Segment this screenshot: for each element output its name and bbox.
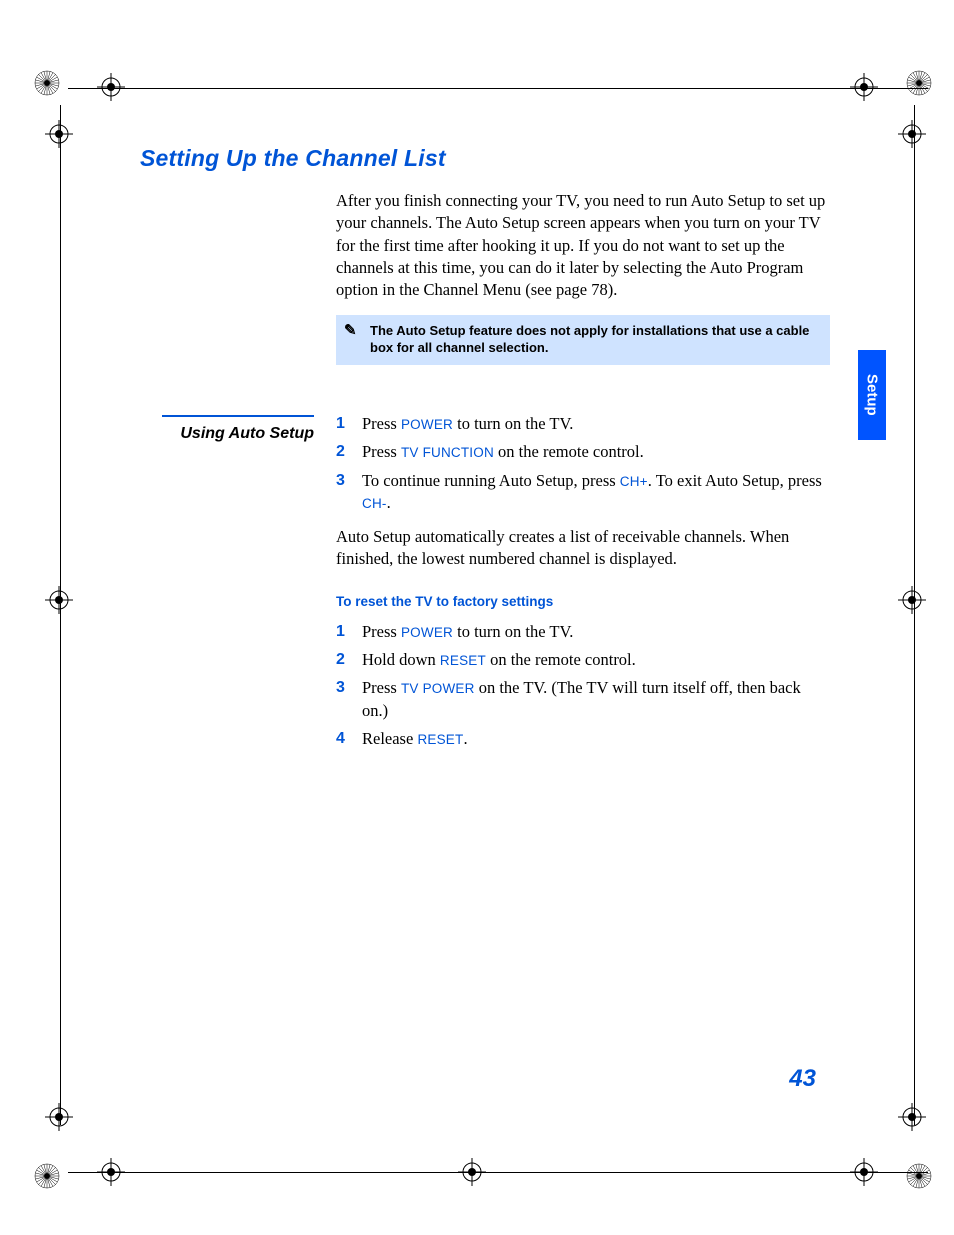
page-number: 43 bbox=[789, 1065, 816, 1093]
crop-line bbox=[68, 1172, 928, 1173]
key-label: POWER bbox=[401, 625, 453, 640]
step-text: Press TV FUNCTION on the remote control. bbox=[362, 441, 830, 463]
step-text: Release RESET. bbox=[362, 728, 830, 750]
step-item: 3To continue running Auto Setup, press C… bbox=[336, 470, 830, 515]
intro-paragraph: After you finish connecting your TV, you… bbox=[336, 190, 830, 301]
step-number: 2 bbox=[336, 649, 362, 671]
key-label: RESET bbox=[417, 732, 463, 747]
section-using-auto-setup: Using Auto Setup 1Press POWER to turn on… bbox=[140, 413, 830, 762]
subhead-reset: To reset the TV to factory settings bbox=[336, 593, 830, 611]
crop-line bbox=[60, 105, 61, 615]
step-text: Press POWER to turn on the TV. bbox=[362, 621, 830, 643]
note-box: ✎ The Auto Setup feature does not apply … bbox=[336, 315, 830, 365]
step-number: 1 bbox=[336, 621, 362, 643]
step-text: To continue running Auto Setup, press CH… bbox=[362, 470, 830, 515]
registration-cross-icon bbox=[45, 586, 73, 614]
step-number: 1 bbox=[336, 413, 362, 435]
registration-cross-icon bbox=[45, 1103, 73, 1131]
step-number: 3 bbox=[336, 470, 362, 515]
step-item: 2Press TV FUNCTION on the remote control… bbox=[336, 441, 830, 463]
steps-reset: 1Press POWER to turn on the TV.2Hold dow… bbox=[336, 621, 830, 750]
section-rule bbox=[162, 415, 314, 417]
step-number: 2 bbox=[336, 441, 362, 463]
registration-cross-icon bbox=[45, 120, 73, 148]
registration-cross-icon bbox=[898, 586, 926, 614]
side-tab-label: Setup bbox=[864, 374, 881, 416]
step-number: 4 bbox=[336, 728, 362, 750]
note-icon: ✎ bbox=[344, 321, 357, 341]
key-label: TV FUNCTION bbox=[401, 445, 494, 460]
side-tab-setup: Setup bbox=[858, 350, 886, 440]
crop-line bbox=[68, 88, 928, 89]
registration-rosette-icon bbox=[33, 1162, 61, 1190]
key-label: CH+ bbox=[620, 474, 648, 489]
section-label: Using Auto Setup bbox=[140, 413, 336, 762]
step-item: 1Press POWER to turn on the TV. bbox=[336, 413, 830, 435]
crop-line bbox=[914, 615, 915, 1125]
key-label: CH- bbox=[362, 496, 387, 511]
step-text: Press TV POWER on the TV. (The TV will t… bbox=[362, 677, 830, 722]
steps-auto-setup: 1Press POWER to turn on the TV.2Press TV… bbox=[336, 413, 830, 514]
page-title: Setting Up the Channel List bbox=[140, 145, 830, 172]
step-item: 2Hold down RESET on the remote control. bbox=[336, 649, 830, 671]
registration-cross-icon bbox=[97, 73, 125, 101]
key-label: TV POWER bbox=[401, 681, 475, 696]
step-item: 3Press TV POWER on the TV. (The TV will … bbox=[336, 677, 830, 722]
key-label: POWER bbox=[401, 417, 453, 432]
step-text: Press POWER to turn on the TV. bbox=[362, 413, 830, 435]
key-label: RESET bbox=[440, 653, 486, 668]
registration-cross-icon bbox=[850, 73, 878, 101]
section-body: 1Press POWER to turn on the TV.2Press TV… bbox=[336, 413, 830, 762]
registration-rosette-icon bbox=[33, 69, 61, 97]
note-text: The Auto Setup feature does not apply fo… bbox=[370, 323, 809, 355]
registration-rosette-icon bbox=[905, 1162, 933, 1190]
step-text: Hold down RESET on the remote control. bbox=[362, 649, 830, 671]
crop-line bbox=[60, 615, 61, 1125]
registration-cross-icon bbox=[898, 1103, 926, 1131]
step-item: 1Press POWER to turn on the TV. bbox=[336, 621, 830, 643]
steps-followup-paragraph: Auto Setup automatically creates a list … bbox=[336, 526, 830, 571]
crop-line bbox=[914, 105, 915, 615]
step-number: 3 bbox=[336, 677, 362, 722]
registration-cross-icon bbox=[898, 120, 926, 148]
registration-rosette-icon bbox=[905, 69, 933, 97]
step-item: 4Release RESET. bbox=[336, 728, 830, 750]
section-label-text: Using Auto Setup bbox=[140, 425, 314, 443]
